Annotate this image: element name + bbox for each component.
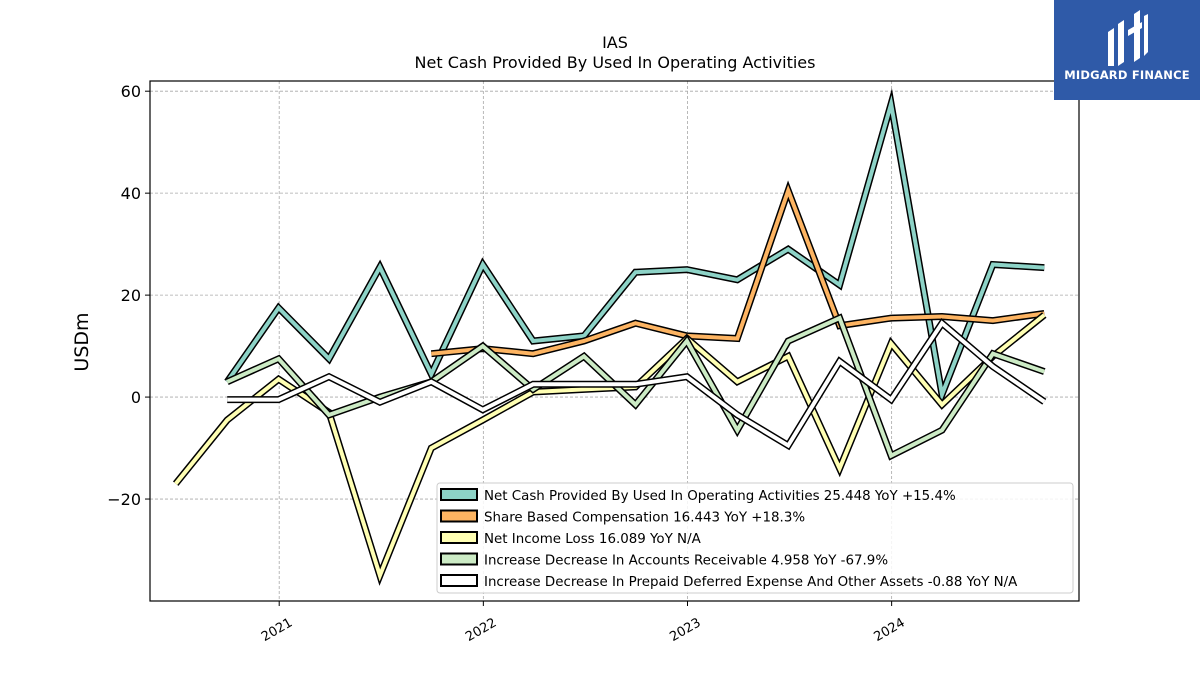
legend-swatch [440, 531, 478, 544]
x-tick-label: 2024 [871, 615, 907, 645]
y-tick-label: 0 [131, 388, 141, 407]
chart-subtitle: Net Cash Provided By Used In Operating A… [415, 53, 816, 72]
legend-label: Net Cash Provided By Used In Operating A… [484, 489, 956, 504]
legend: Net Cash Provided By Used In Operating A… [436, 482, 1074, 594]
y-tick-label: 60 [121, 82, 141, 101]
x-tick-label: 2022 [463, 615, 499, 645]
legend-swatch [440, 574, 478, 587]
series-4 [227, 317, 1047, 451]
series-0 [224, 88, 1045, 408]
legend-swatch [440, 509, 478, 523]
y-tick-label: 40 [121, 184, 141, 203]
y-tick-label: 20 [121, 286, 141, 305]
brand-name: MIDGARD FINANCE [1064, 68, 1190, 82]
x-tick-label: 2021 [259, 615, 295, 645]
y-axis-label: USDm [71, 312, 93, 371]
series-line [431, 184, 1045, 356]
series-3 [225, 313, 1046, 461]
legend-label: Net Income Loss 16.089 YoY N/A [484, 532, 702, 547]
legend-label: Share Based Compensation 16.443 YoY +18.… [484, 511, 805, 526]
series-1 [430, 180, 1045, 358]
series-lines [172, 88, 1047, 586]
legend-swatch [440, 552, 478, 566]
x-tick-label: 2023 [667, 615, 703, 645]
midgard-logo-icon [1108, 10, 1148, 66]
plot-frame [149, 80, 1080, 602]
series-line [226, 315, 1045, 459]
brand-logo: MIDGARD FINANCE [1054, 0, 1200, 100]
series-line [225, 94, 1045, 402]
y-tick-label: −20 [107, 490, 141, 509]
legend-box [436, 482, 1074, 594]
chart-title: IAS [602, 33, 628, 52]
legend-swatch [440, 488, 478, 501]
legend-label: Increase Decrease In Accounts Receivable… [484, 554, 888, 569]
legend-label: Increase Decrease In Prepaid Deferred Ex… [484, 575, 1018, 590]
series-line [227, 320, 1046, 449]
